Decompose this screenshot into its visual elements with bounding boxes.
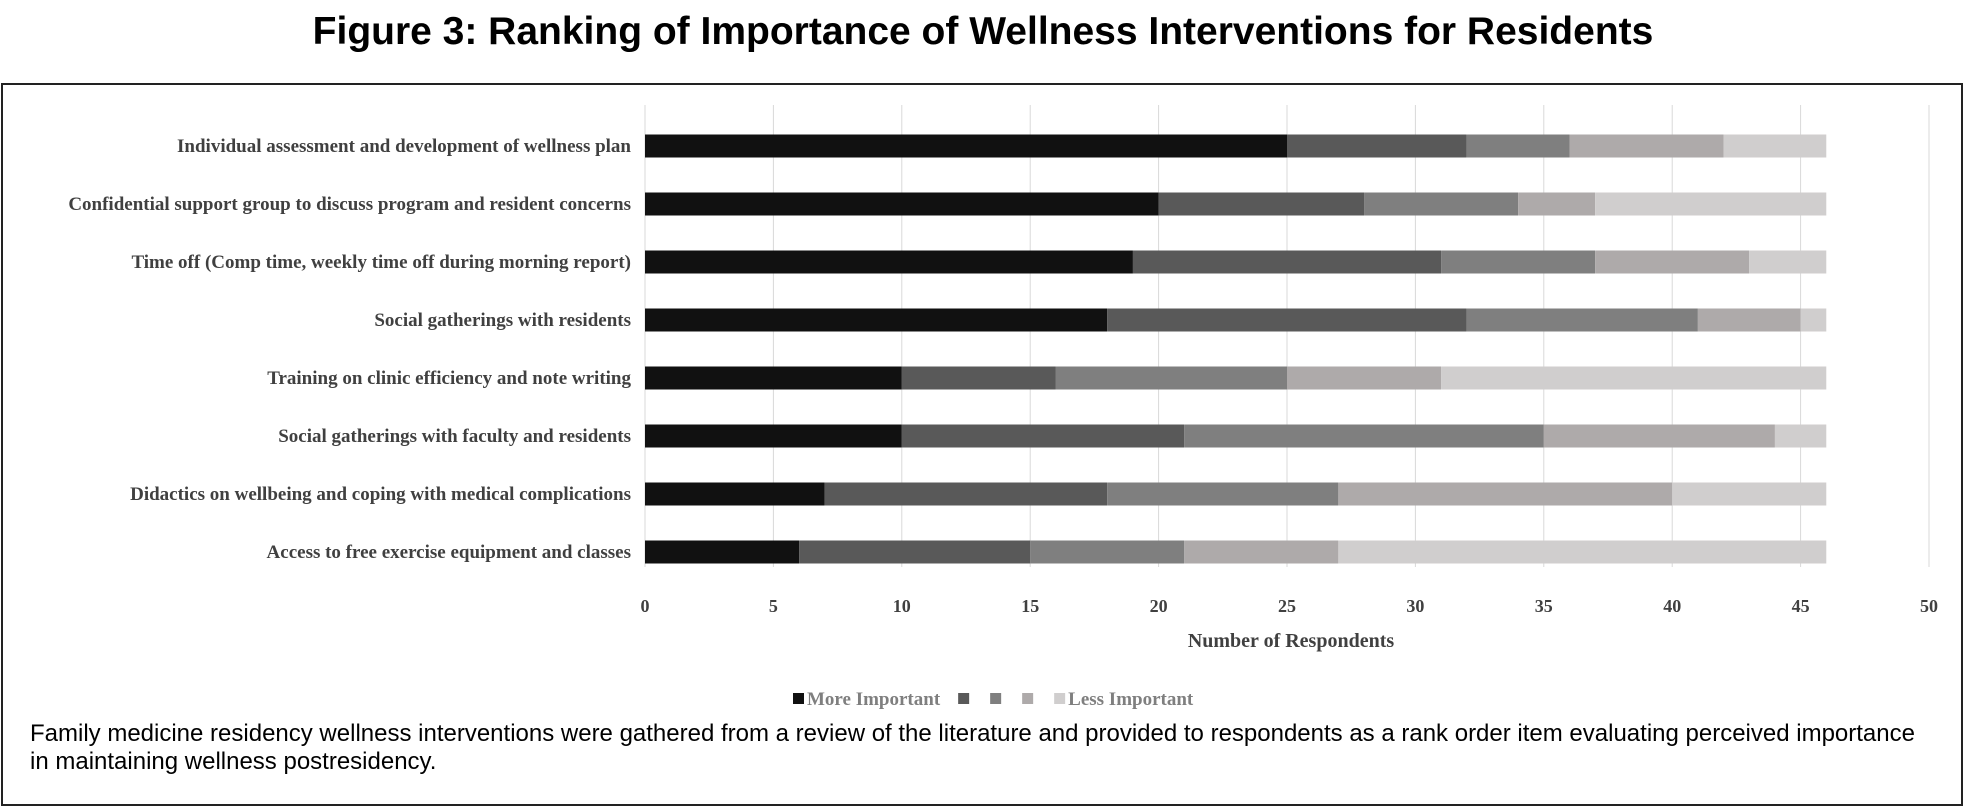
bar-row-3-segment-4 (1800, 308, 1827, 332)
x-tick-label: 0 (641, 596, 650, 616)
bar-row-5-segment-4 (1774, 424, 1827, 448)
x-tick-label: 20 (1150, 596, 1168, 616)
x-tick-label: 25 (1278, 596, 1296, 616)
bar-row-4-segment-0 (645, 366, 902, 390)
bar-row-5-segment-0 (645, 424, 902, 448)
bar-row-1-segment-3 (1518, 192, 1596, 216)
category-label: Access to free exercise equipment and cl… (267, 542, 631, 563)
figure-title: Figure 3: Ranking of Importance of Welln… (312, 10, 1654, 53)
category-label: Confidential support group to discuss pr… (68, 194, 631, 215)
x-tick-label: 50 (1920, 596, 1938, 616)
legend-label: More Important (807, 689, 941, 710)
bar-row-0-segment-4 (1723, 134, 1827, 158)
x-tick-label: 35 (1535, 596, 1553, 616)
bar-row-4-segment-3 (1287, 366, 1442, 390)
legend-swatch-1 (958, 693, 970, 704)
x-tick-label: 40 (1663, 596, 1681, 616)
x-axis-title: Number of Respondents (1188, 630, 1395, 652)
bar-row-7-segment-1 (799, 540, 1031, 564)
bar-row-6-segment-2 (1107, 482, 1339, 506)
bar-row-3-segment-0 (645, 308, 1108, 332)
bar-row-6-segment-0 (645, 482, 825, 506)
category-label: Time off (Comp time, weekly time off dur… (131, 252, 631, 273)
bar-row-2-segment-1 (1132, 250, 1442, 274)
x-tick-label: 5 (769, 596, 778, 616)
bar-row-5-segment-1 (901, 424, 1185, 448)
category-label: Individual assessment and development of… (177, 136, 631, 157)
bar-row-1-segment-1 (1158, 192, 1365, 216)
bar-row-7-segment-3 (1184, 540, 1339, 564)
legend-swatch-4 (1054, 693, 1066, 704)
bar-row-6-segment-1 (824, 482, 1108, 506)
bar-row-7-segment-0 (645, 540, 800, 564)
x-tick-label: 15 (1021, 596, 1039, 616)
bar-row-6-segment-4 (1672, 482, 1827, 506)
category-label: Didactics on wellbeing and coping with m… (130, 484, 631, 505)
bar-row-4-segment-4 (1441, 366, 1827, 390)
bar-row-0-segment-3 (1569, 134, 1724, 158)
bar-row-7-segment-4 (1338, 540, 1827, 564)
bar-row-1-segment-0 (645, 192, 1159, 216)
bar-row-0-segment-2 (1466, 134, 1570, 158)
bar-row-4-segment-2 (1055, 366, 1287, 390)
bar-row-0-segment-1 (1287, 134, 1467, 158)
stacked-bar-chart: Individual assessment and development of… (68, 105, 1938, 710)
category-label: Social gatherings with residents (374, 310, 631, 331)
bar-row-7-segment-2 (1030, 540, 1185, 564)
legend-swatch-3 (1022, 693, 1034, 704)
category-label: Social gatherings with faculty and resid… (278, 426, 631, 447)
category-label: Training on clinic efficiency and note w… (267, 368, 631, 389)
bar-row-0-segment-0 (645, 134, 1287, 158)
bar-row-5-segment-2 (1184, 424, 1544, 448)
bar-row-4-segment-1 (901, 366, 1056, 390)
bar-row-1-segment-2 (1364, 192, 1519, 216)
figure-caption: Family medicine residency wellness inter… (30, 720, 1915, 775)
bar-row-2-segment-4 (1749, 250, 1827, 274)
x-tick-label: 45 (1792, 596, 1810, 616)
bar-row-5-segment-3 (1543, 424, 1775, 448)
x-tick-label: 10 (893, 596, 911, 616)
bar-row-2-segment-0 (645, 250, 1133, 274)
legend-swatch-2 (990, 693, 1002, 704)
legend-swatch-0 (793, 693, 804, 704)
bar-row-3-segment-1 (1107, 308, 1467, 332)
bar-row-6-segment-3 (1338, 482, 1673, 506)
x-tick-label: 30 (1406, 596, 1424, 616)
bar-row-2-segment-3 (1595, 250, 1750, 274)
bar-row-2-segment-2 (1441, 250, 1596, 274)
bar-row-3-segment-2 (1466, 308, 1698, 332)
legend-label: Less Important (1068, 689, 1194, 710)
bar-row-3-segment-3 (1697, 308, 1801, 332)
chart-frame: Individual assessment and development of… (1, 83, 1963, 806)
bar-row-1-segment-4 (1595, 192, 1827, 216)
